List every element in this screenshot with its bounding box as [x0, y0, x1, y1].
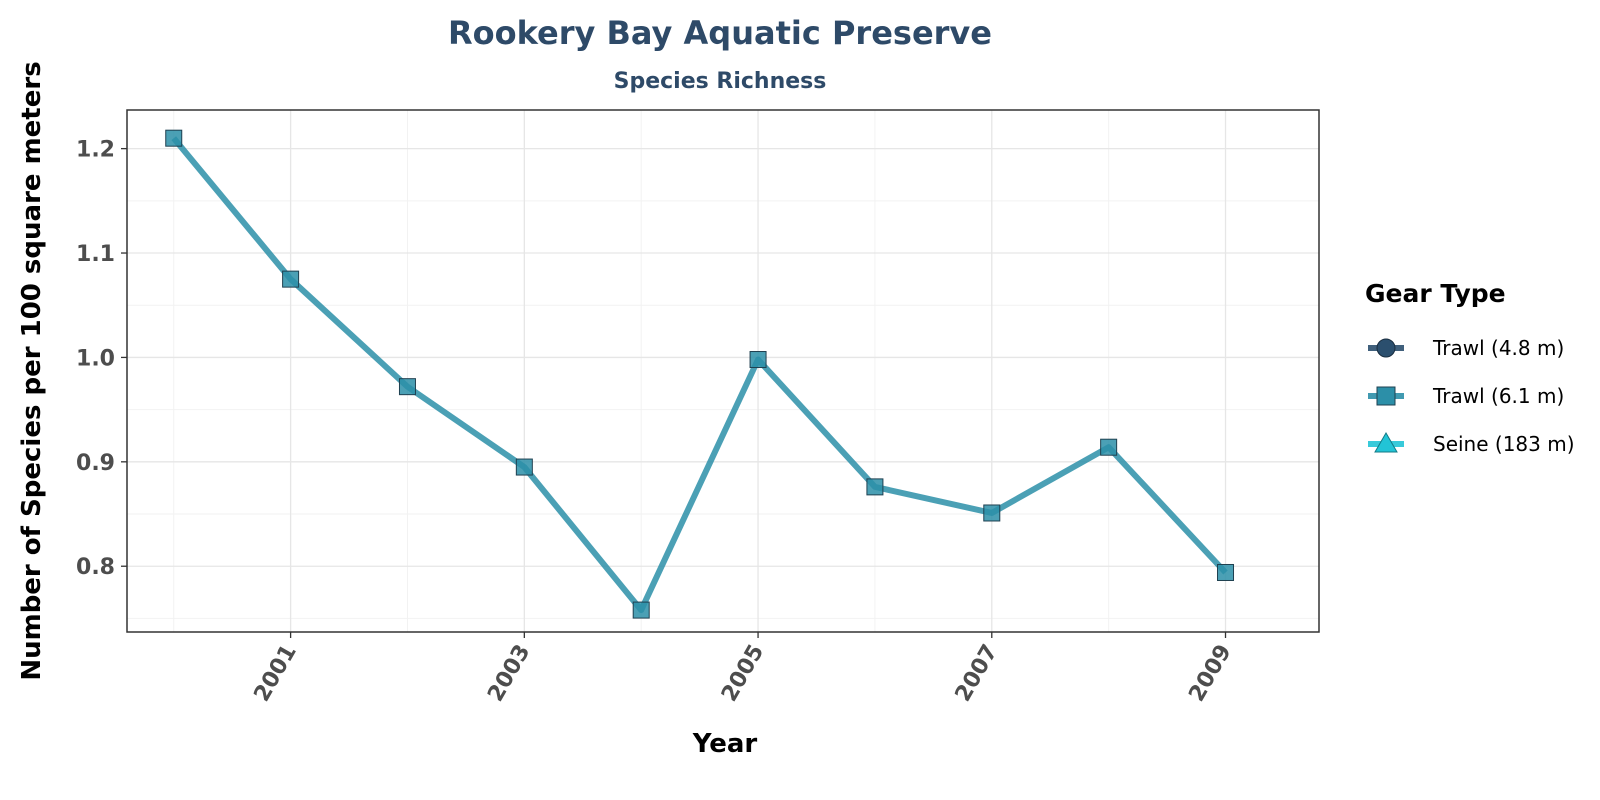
y-axis-title: Number of Species per 100 square meters — [17, 61, 47, 680]
chart-subtitle: Species Richness — [614, 69, 827, 94]
legend-title: Gear Type — [1365, 279, 1506, 308]
x-tick-label: 2003 — [483, 641, 535, 707]
x-tick-label: 2001 — [250, 641, 302, 707]
data-point — [282, 270, 300, 288]
x-axis: 2001 2003 2005 2007 2009 — [250, 632, 1237, 706]
data-point — [165, 129, 183, 147]
data-point — [398, 378, 416, 396]
legend-key-triangle — [1374, 432, 1398, 453]
y-tick-label: 1.1 — [76, 242, 115, 267]
series-line — [171, 136, 1228, 614]
legend-label: Trawl (6.1 m) — [1432, 384, 1564, 408]
series-layer — [165, 129, 1235, 619]
y-tick-label: 0.8 — [76, 555, 115, 580]
x-tick-label: 2009 — [1184, 641, 1236, 707]
data-point — [983, 504, 1001, 522]
legend-label: Seine (183 m) — [1433, 432, 1575, 456]
data-point — [1100, 438, 1118, 456]
y-tick-label: 1.0 — [76, 346, 115, 371]
plot-background — [127, 110, 1319, 632]
grid-minor — [127, 110, 1319, 632]
legend-key-circle — [1376, 338, 1396, 358]
data-point — [749, 351, 767, 369]
y-tick-label: 0.9 — [76, 451, 115, 476]
x-axis-title: Year — [692, 729, 758, 759]
plot-panel-border — [126, 109, 1320, 633]
data-point — [515, 458, 533, 476]
legend-label: Trawl (4.8 m) — [1432, 336, 1564, 360]
y-axis: 0.8 0.9 1.0 1.1 1.2 — [76, 138, 127, 580]
legend: Gear Type Trawl (4.8 m) Trawl (6.1 m) Sein… — [1365, 279, 1575, 456]
x-tick-label: 2007 — [951, 641, 1003, 707]
y-tick-label: 1.2 — [76, 138, 115, 163]
legend-key-square — [1376, 386, 1396, 406]
grid-major — [127, 110, 1319, 632]
chart-title: Rookery Bay Aquatic Preserve — [448, 14, 992, 52]
data-point — [632, 601, 650, 619]
data-point — [866, 478, 884, 496]
x-tick-label: 2005 — [717, 641, 769, 707]
data-point — [1217, 563, 1235, 581]
